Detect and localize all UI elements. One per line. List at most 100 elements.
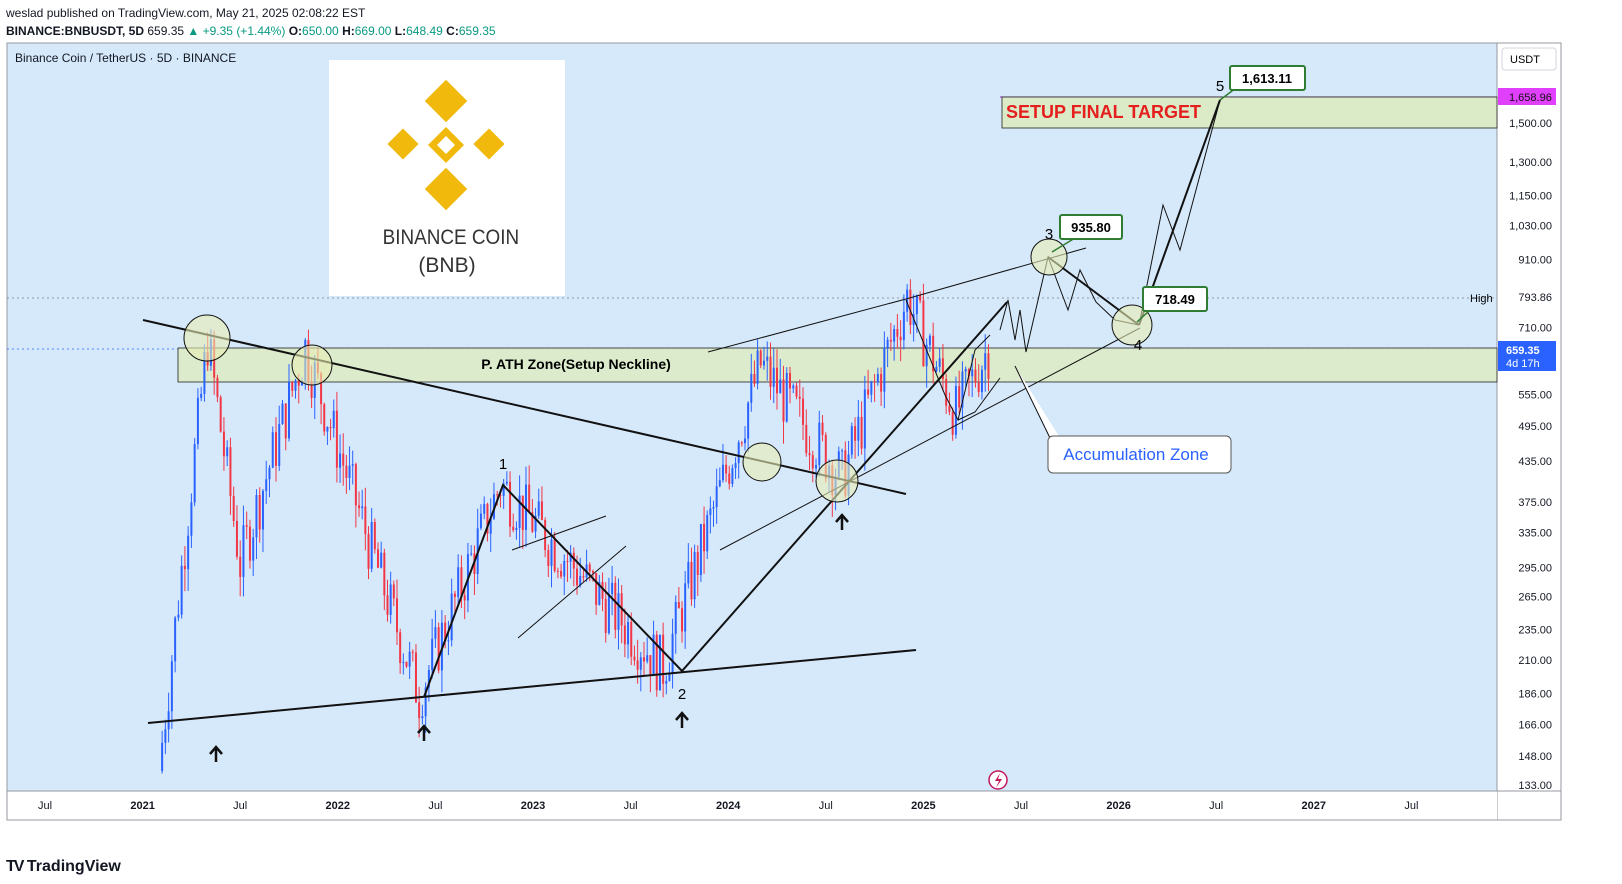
x-tick-label: 2025 <box>911 800 935 812</box>
ohlc-line: BINANCE:BNBUSDT, 5D 659.35 ▲ +9.35 (+1.4… <box>6 22 496 40</box>
candle-body <box>521 495 524 530</box>
candle-body <box>987 353 990 379</box>
candle-body <box>414 652 417 703</box>
y-tick-label: 375.00 <box>1518 497 1552 509</box>
candle-body <box>216 377 219 398</box>
accumulation-box[interactable] <box>1047 435 1232 474</box>
y-tick-label: 555.00 <box>1518 390 1552 402</box>
candle-body <box>860 416 863 449</box>
wave-label-1: 1 <box>499 456 507 473</box>
candle-body <box>756 350 759 384</box>
candle-body <box>427 670 430 688</box>
candle-body <box>291 381 294 391</box>
countdown-text: 4d 17h <box>1506 358 1540 370</box>
y-tick-label: 235.00 <box>1518 624 1552 636</box>
candle-body <box>802 398 805 425</box>
candle-body <box>873 381 876 383</box>
candle-body <box>815 465 818 469</box>
candle-body <box>948 405 951 413</box>
candle-body <box>867 389 870 395</box>
price-tag-1658-text: 1,658.96 <box>1509 92 1552 104</box>
candle-body <box>572 552 575 569</box>
x-tick-label: 2021 <box>130 800 154 812</box>
candle-body <box>187 535 190 570</box>
candle-body <box>203 352 206 394</box>
candle-body <box>528 484 531 513</box>
open-label: O: <box>288 24 303 38</box>
pattern-lines[interactable] <box>142 99 1221 724</box>
candle-body <box>164 729 167 743</box>
candle-body <box>863 389 866 449</box>
candle-body <box>792 385 795 389</box>
symbol-label: BINANCE:BNBUSDT, 5D <box>6 24 145 38</box>
price-axis[interactable] <box>1497 43 1561 791</box>
candle-body <box>499 494 502 496</box>
candle-body <box>329 426 332 429</box>
candle-body <box>515 527 518 531</box>
candle-body <box>380 552 383 568</box>
target-label: SETUP FINAL TARGET <box>1006 102 1201 122</box>
candle-body <box>696 551 699 575</box>
tradingview-logo[interactable]: TV TradingView <box>6 858 121 876</box>
candle-body <box>798 396 801 399</box>
target-zone[interactable] <box>1001 96 1498 129</box>
candle-body <box>782 379 785 422</box>
candle-body <box>278 424 281 466</box>
candle-body <box>984 353 987 370</box>
y-tick-label: 166.00 <box>1518 719 1552 731</box>
candle-body <box>737 442 740 464</box>
candle-body <box>358 505 361 509</box>
footer-brand: TradingView <box>26 858 121 875</box>
candle-body <box>457 567 460 598</box>
candle-body <box>483 503 486 514</box>
candle-body <box>383 552 386 596</box>
candle-body <box>971 369 974 377</box>
candle-body <box>977 382 980 393</box>
candle-body <box>850 426 853 455</box>
open-value: 650.00 <box>302 24 339 38</box>
logo-line2: (BNB) <box>418 254 475 277</box>
candle-body <box>919 295 922 301</box>
candle-body <box>601 581 604 599</box>
label-718[interactable] <box>1142 286 1208 312</box>
time-axis[interactable] <box>7 791 1497 820</box>
candle-body <box>614 582 617 630</box>
candle-body <box>177 614 180 618</box>
candle-body <box>453 593 456 598</box>
candle-body <box>954 386 957 435</box>
candle-body <box>857 416 860 441</box>
candle-body <box>196 397 199 445</box>
candle-body <box>252 537 255 561</box>
candle-body <box>421 716 424 719</box>
candle-body <box>915 295 918 315</box>
low-label: L: <box>394 24 407 38</box>
candle-body <box>709 508 712 516</box>
candle-body <box>563 561 566 577</box>
candle-body <box>687 561 690 584</box>
candle-body <box>854 426 857 441</box>
candle-body <box>174 617 177 662</box>
candle-body <box>841 450 844 452</box>
candle-body <box>310 381 313 398</box>
candle-body <box>229 447 232 496</box>
candle-body <box>684 583 687 632</box>
high-text: High <box>1470 293 1493 305</box>
y-tick-label: 265.00 <box>1518 592 1552 604</box>
candle-body <box>405 661 408 667</box>
candle-body <box>715 486 718 508</box>
candle-body <box>607 594 610 634</box>
candle-body <box>431 638 434 671</box>
candle-body <box>411 651 414 653</box>
x-tick-label: 2024 <box>716 800 741 812</box>
neckline-zone[interactable] <box>177 347 1498 383</box>
candle-body <box>335 410 338 468</box>
candle-body <box>636 660 639 670</box>
x-tick-label: Jul <box>233 800 247 812</box>
label-1613[interactable] <box>1229 65 1306 91</box>
candle-body <box>899 336 902 341</box>
candle-body <box>779 379 782 394</box>
candle-body <box>728 473 731 484</box>
candle-body <box>544 519 547 551</box>
label-935[interactable] <box>1059 214 1123 240</box>
